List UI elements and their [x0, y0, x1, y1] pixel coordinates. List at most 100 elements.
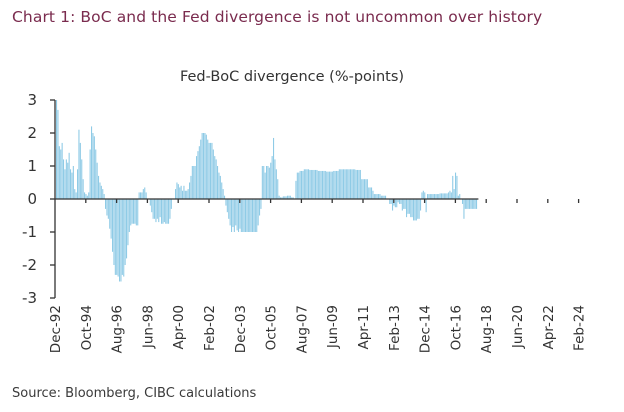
bar	[383, 195, 385, 199]
bar	[82, 179, 84, 199]
y-tick-label: 3	[27, 91, 37, 109]
bar	[96, 162, 98, 199]
bar	[348, 169, 350, 199]
bar	[407, 199, 409, 214]
bar	[114, 199, 116, 275]
bar	[221, 182, 223, 199]
bar	[357, 169, 359, 199]
bar	[205, 134, 207, 199]
bar	[252, 199, 254, 232]
x-tick-label: Aug-07	[294, 305, 310, 353]
bar	[182, 190, 184, 199]
x-tick-label: Feb-24	[572, 305, 588, 351]
bar	[334, 170, 336, 199]
bar	[282, 196, 284, 199]
x-tick-label: Apr-11	[356, 305, 372, 350]
bar	[187, 189, 189, 199]
bar	[249, 199, 251, 232]
bar	[288, 195, 290, 199]
bar	[385, 195, 387, 199]
bar	[394, 199, 396, 208]
bar	[436, 194, 438, 199]
bar	[319, 170, 321, 199]
bar	[77, 169, 79, 199]
bar	[224, 195, 226, 199]
bar	[431, 194, 433, 199]
bar	[161, 199, 163, 224]
bar	[128, 199, 130, 232]
bar	[256, 199, 258, 232]
bar	[57, 109, 59, 199]
bar	[193, 166, 195, 199]
bar	[180, 185, 182, 199]
x-tick-label: Apr-00	[171, 305, 187, 350]
bar	[123, 199, 125, 277]
bar	[469, 199, 471, 209]
bar	[120, 199, 122, 282]
bar	[239, 199, 241, 229]
bar	[117, 199, 119, 277]
bar	[64, 169, 66, 199]
y-tick-label: 0	[27, 190, 37, 208]
bar	[107, 199, 109, 219]
bar	[421, 192, 423, 199]
bar	[103, 194, 105, 199]
bar	[432, 194, 434, 199]
bar	[233, 199, 235, 232]
chart-title: Fed-BoC divergence (%-points)	[180, 69, 404, 85]
bar	[292, 197, 294, 199]
y-tick-label: 2	[27, 124, 37, 142]
bar	[133, 199, 135, 224]
bar	[231, 199, 233, 232]
x-tick-label: Dec-03	[233, 305, 249, 353]
bar	[284, 196, 286, 199]
bar	[449, 190, 451, 199]
bar	[75, 192, 77, 199]
bar	[340, 169, 342, 199]
bar	[163, 199, 165, 223]
x-tick-label: Jun-20	[510, 305, 526, 349]
bar	[189, 182, 191, 199]
bar	[308, 169, 310, 199]
bar	[121, 199, 123, 275]
bar	[134, 199, 136, 224]
x-tick-label: Oct-16	[448, 305, 464, 350]
bar	[110, 199, 112, 239]
bar	[312, 169, 314, 199]
bar	[99, 182, 101, 199]
bar	[267, 166, 269, 199]
bar	[306, 169, 308, 199]
bar	[309, 169, 311, 199]
bar	[257, 199, 259, 226]
bar	[92, 133, 94, 199]
bar	[345, 169, 347, 199]
bar	[140, 192, 142, 199]
bar	[260, 199, 262, 209]
bar	[379, 194, 381, 199]
bar	[142, 189, 144, 199]
bar	[371, 187, 373, 199]
bar	[79, 142, 81, 199]
bar	[330, 171, 332, 199]
bar	[362, 179, 364, 199]
bar	[156, 199, 158, 219]
bar	[61, 142, 63, 199]
bar	[168, 199, 170, 224]
bar	[397, 199, 399, 203]
bar	[310, 169, 312, 199]
bar	[259, 199, 261, 216]
bar	[372, 190, 374, 199]
bar	[434, 194, 436, 199]
bar	[337, 170, 339, 199]
bar	[242, 199, 244, 232]
bar	[369, 187, 371, 199]
bar	[246, 199, 248, 232]
x-tick-label: Oct-05	[264, 305, 280, 350]
bar	[403, 199, 405, 209]
bar	[462, 199, 464, 204]
bar	[291, 197, 293, 199]
bar	[467, 199, 469, 209]
bar	[389, 199, 391, 204]
bar	[302, 170, 304, 199]
bar	[415, 199, 417, 221]
